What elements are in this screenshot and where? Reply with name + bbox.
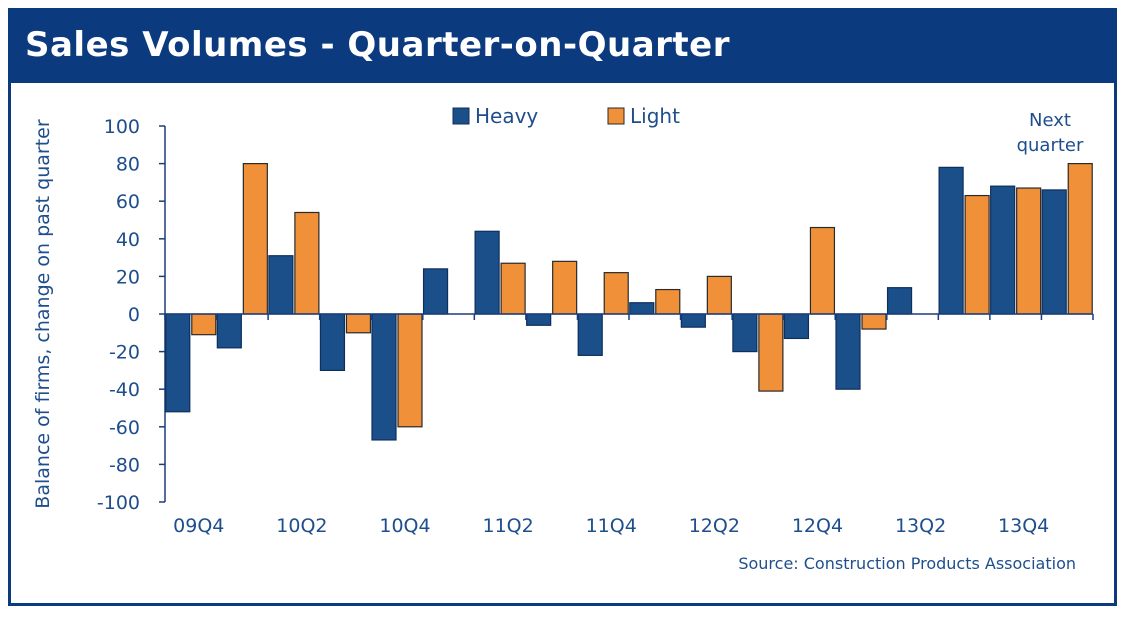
chart-title: Sales Volumes - Quarter-on-Quarter — [25, 25, 730, 65]
chart-frame: Sales Volumes - Quarter-on-Quarter — [8, 8, 1117, 606]
heavy-bar — [783, 313, 810, 340]
light-bar — [345, 313, 372, 334]
heavy-bar — [629, 302, 655, 315]
y-tick-label: -100 — [97, 492, 140, 514]
annotation-line-1: Next — [1029, 110, 1071, 131]
x-tick-label: 11Q2 — [482, 515, 533, 537]
y-tick-label: -40 — [109, 379, 140, 401]
legend-swatch-heavy — [452, 107, 470, 125]
heavy-bar — [577, 313, 603, 356]
annotation-line-2: quarter — [1017, 135, 1084, 156]
heavy-bar — [422, 268, 449, 315]
legend-label-heavy: Heavy — [475, 104, 538, 128]
heavy-bar — [371, 313, 397, 441]
y-tick-label: 80 — [116, 154, 140, 176]
light-bar — [706, 275, 732, 315]
light-bar — [397, 313, 423, 428]
y-tick-label: 0 — [128, 304, 140, 326]
title-bar: Sales Volumes - Quarter-on-Quarter — [11, 11, 1114, 83]
x-tick-label: 10Q4 — [379, 515, 430, 537]
y-tick-label: 100 — [104, 116, 140, 138]
x-tick-label: 11Q4 — [586, 515, 637, 537]
light-bar — [242, 163, 268, 315]
heavy-bar — [680, 313, 706, 328]
heavy-bar — [319, 313, 346, 372]
light-bar — [809, 226, 836, 315]
heavy-bar — [268, 255, 294, 315]
legend-label-light: Light — [630, 104, 680, 128]
light-bar — [294, 211, 320, 315]
light-bar — [1067, 163, 1093, 315]
x-tick-label: 10Q2 — [276, 515, 327, 537]
light-bar — [964, 194, 990, 315]
source-note: Source: Construction Products Associatio… — [738, 554, 1076, 573]
y-tick-label: 20 — [116, 266, 140, 288]
y-tick-label: -80 — [109, 454, 140, 476]
y-tick-label: 60 — [116, 191, 140, 213]
heavy-bar — [1041, 189, 1067, 315]
light-bar — [191, 313, 217, 336]
y-axis-title: Balance of firms, change on past quarter — [32, 119, 54, 509]
light-bar — [1016, 187, 1042, 315]
light-bar — [603, 272, 629, 315]
light-bar — [655, 288, 681, 315]
y-tick-label: -20 — [109, 342, 140, 364]
x-tick-label: 13Q2 — [895, 515, 946, 537]
light-bar — [500, 262, 526, 315]
heavy-bar — [938, 166, 964, 315]
x-tick-label: 13Q4 — [998, 515, 1049, 537]
heavy-bar — [990, 185, 1016, 315]
heavy-bar — [886, 287, 913, 315]
light-bar — [552, 260, 578, 315]
heavy-bar — [216, 313, 242, 349]
legend-swatch-light — [607, 107, 625, 125]
light-bar — [861, 313, 887, 330]
heavy-bar — [732, 313, 758, 353]
heavy-bar — [526, 313, 552, 326]
heavy-bar — [165, 313, 191, 413]
heavy-bar — [835, 313, 861, 390]
x-tick-label: 09Q4 — [173, 515, 224, 537]
light-bar — [758, 313, 784, 392]
heavy-bar — [474, 230, 500, 315]
y-tick-label: 40 — [116, 229, 140, 251]
x-tick-label: 12Q2 — [689, 515, 740, 537]
y-tick-label: -60 — [109, 417, 140, 439]
x-tick-label: 12Q4 — [792, 515, 843, 537]
